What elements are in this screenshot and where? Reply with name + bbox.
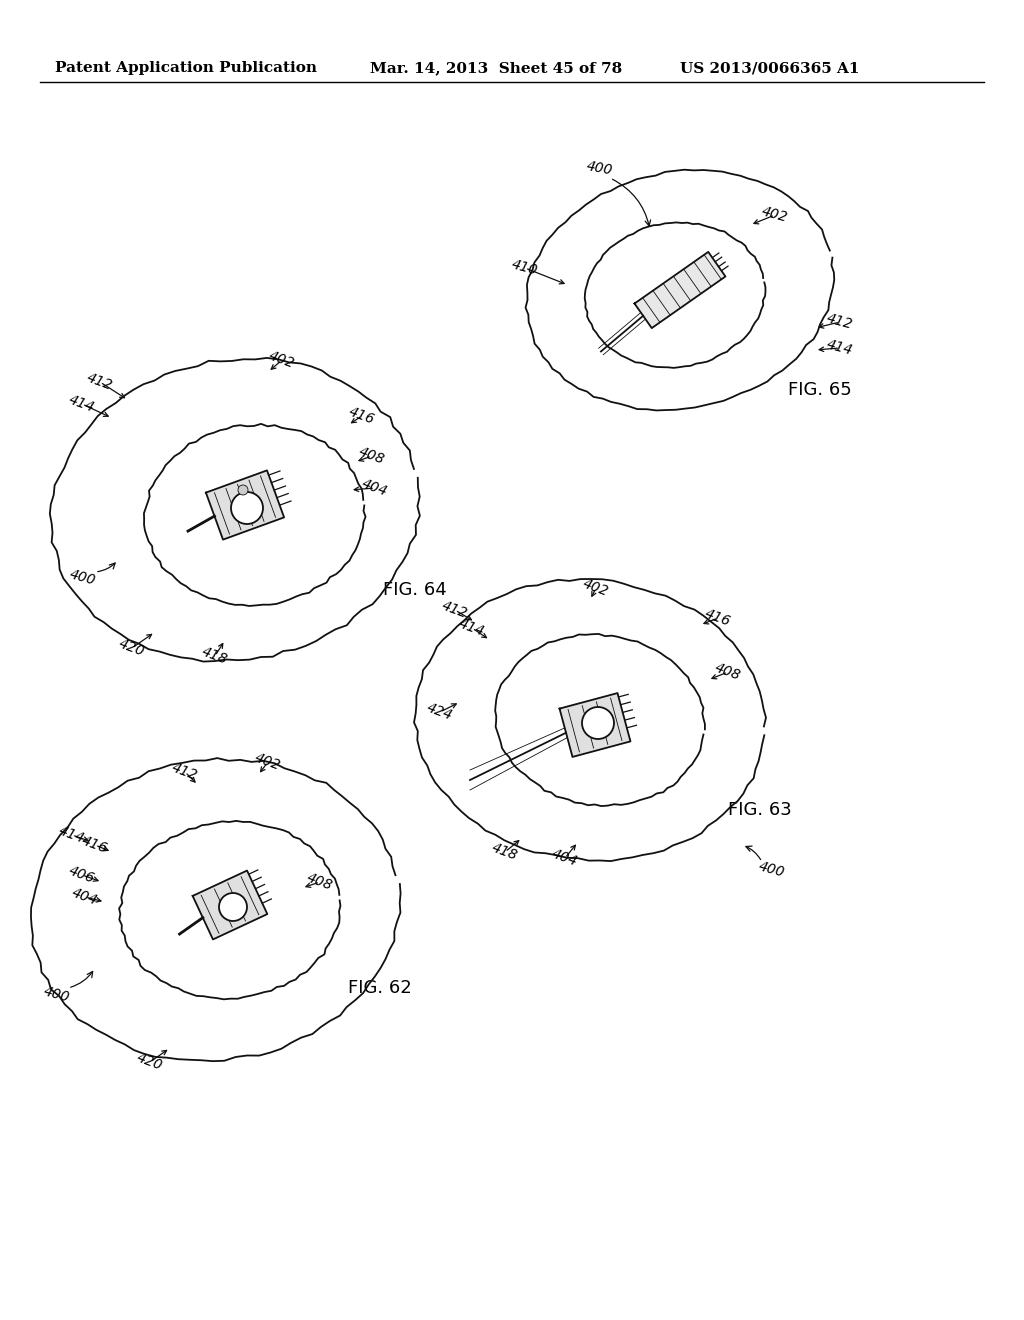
Text: 424: 424 xyxy=(425,701,455,723)
Text: 406: 406 xyxy=(68,863,97,886)
Text: 402: 402 xyxy=(581,577,611,599)
Text: 416: 416 xyxy=(347,405,377,428)
Circle shape xyxy=(219,894,247,921)
Text: 414: 414 xyxy=(57,824,87,846)
Polygon shape xyxy=(193,871,267,940)
Text: 404: 404 xyxy=(70,886,100,908)
Text: 418: 418 xyxy=(200,645,230,667)
Text: 400: 400 xyxy=(42,985,72,1006)
Text: 412: 412 xyxy=(825,312,855,333)
Text: 414: 414 xyxy=(68,393,97,414)
Text: 404: 404 xyxy=(550,847,580,869)
Text: FIG. 63: FIG. 63 xyxy=(728,801,792,818)
Text: 420: 420 xyxy=(135,1051,165,1073)
Text: 408: 408 xyxy=(357,445,387,467)
Text: US 2013/0066365 A1: US 2013/0066365 A1 xyxy=(680,61,859,75)
Text: 412: 412 xyxy=(85,371,115,393)
Text: Patent Application Publication: Patent Application Publication xyxy=(55,61,317,75)
Text: FIG. 62: FIG. 62 xyxy=(348,979,412,997)
Text: 416: 416 xyxy=(703,607,733,630)
Text: Mar. 14, 2013  Sheet 45 of 78: Mar. 14, 2013 Sheet 45 of 78 xyxy=(370,61,623,75)
Text: 402: 402 xyxy=(761,205,790,226)
Text: FIG. 64: FIG. 64 xyxy=(383,581,446,599)
Text: 400: 400 xyxy=(69,568,97,589)
Circle shape xyxy=(231,492,263,524)
Text: 418: 418 xyxy=(490,841,520,863)
Text: 402: 402 xyxy=(267,348,297,371)
Text: 414: 414 xyxy=(457,616,486,639)
Text: 416: 416 xyxy=(80,834,110,857)
Text: 404: 404 xyxy=(360,477,390,499)
Text: 400: 400 xyxy=(586,158,614,177)
Text: 414: 414 xyxy=(825,338,855,358)
Text: FIG. 65: FIG. 65 xyxy=(788,381,852,399)
Text: 400: 400 xyxy=(758,859,786,880)
Text: 412: 412 xyxy=(440,599,470,622)
Polygon shape xyxy=(635,252,725,329)
Polygon shape xyxy=(206,470,284,540)
Circle shape xyxy=(582,708,614,739)
Text: 410: 410 xyxy=(510,257,540,279)
Text: 420: 420 xyxy=(117,636,146,659)
Circle shape xyxy=(238,484,248,495)
Text: 408: 408 xyxy=(713,661,742,684)
Text: 408: 408 xyxy=(305,871,335,894)
Text: 412: 412 xyxy=(170,760,200,783)
Polygon shape xyxy=(559,693,631,756)
Text: 402: 402 xyxy=(253,751,283,774)
